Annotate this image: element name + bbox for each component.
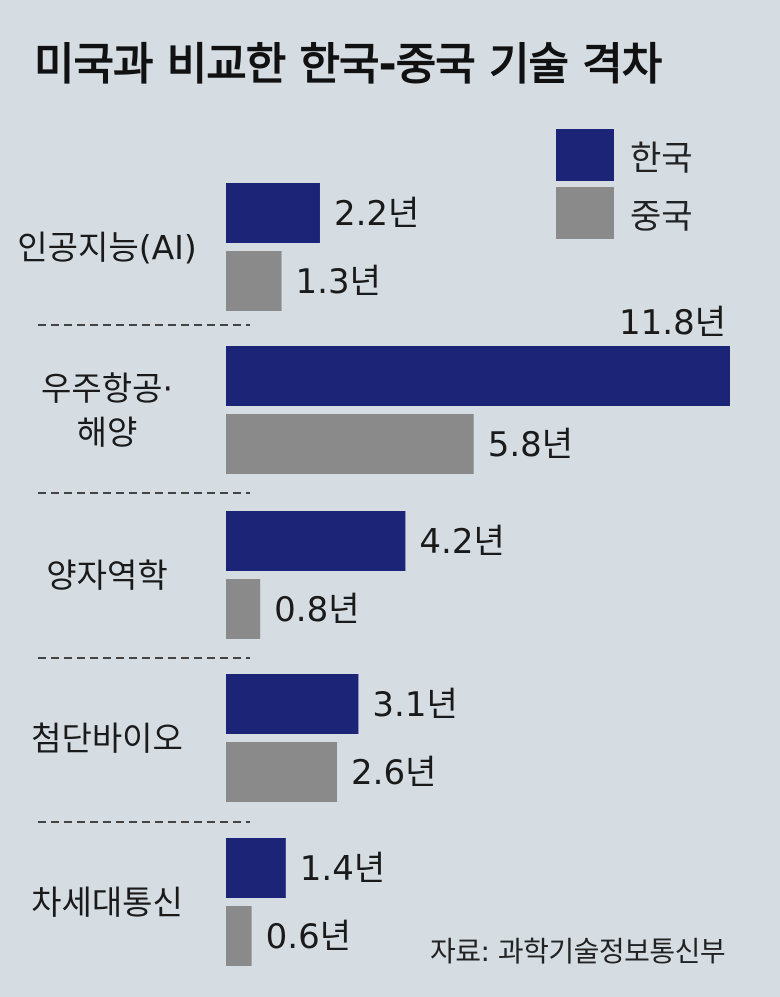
bar-korea	[226, 183, 320, 243]
legend-label-china: 중국	[630, 196, 693, 237]
legend-label-korea: 한국	[630, 138, 693, 179]
legend-swatch-korea	[556, 129, 614, 181]
source-note: 자료: 과학기술정보통신부	[430, 935, 726, 968]
legend-item-korea: 한국	[556, 126, 693, 184]
data-label: 1.4년	[300, 849, 385, 889]
data-label: 2.2년	[334, 194, 419, 234]
legend-swatch-china	[556, 187, 614, 239]
bar-china	[226, 742, 338, 802]
category-label: 해양	[77, 413, 138, 452]
bar-korea	[226, 346, 730, 406]
bar-china	[226, 251, 282, 311]
bar-china	[226, 579, 261, 639]
category-label: 우주항공·	[41, 369, 173, 408]
chart-title: 미국과 비교한 한국-중국 기술 격차	[34, 39, 662, 90]
legend-item-china: 중국	[556, 184, 693, 242]
data-label: 0.6년	[266, 917, 351, 957]
bar-korea	[226, 838, 286, 898]
data-label: 5.8년	[488, 425, 573, 465]
data-label: 0.8년	[274, 590, 359, 630]
category-label: 차세대통신	[31, 883, 183, 922]
data-label: 4.2년	[419, 522, 504, 562]
data-label: 1.3년	[296, 262, 381, 302]
legend: 한국 중국	[556, 126, 693, 242]
data-label: 2.6년	[351, 753, 436, 793]
category-label: 첨단바이오	[31, 719, 183, 758]
data-label: 3.1년	[372, 685, 457, 725]
bar-korea	[226, 674, 359, 734]
bar-china	[226, 906, 252, 966]
data-label: 11.8년	[619, 303, 726, 343]
category-label: 양자역학	[46, 556, 167, 595]
bar-china	[226, 414, 474, 474]
bar-korea	[226, 511, 406, 571]
category-label: 인공지능(AI)	[17, 228, 197, 267]
